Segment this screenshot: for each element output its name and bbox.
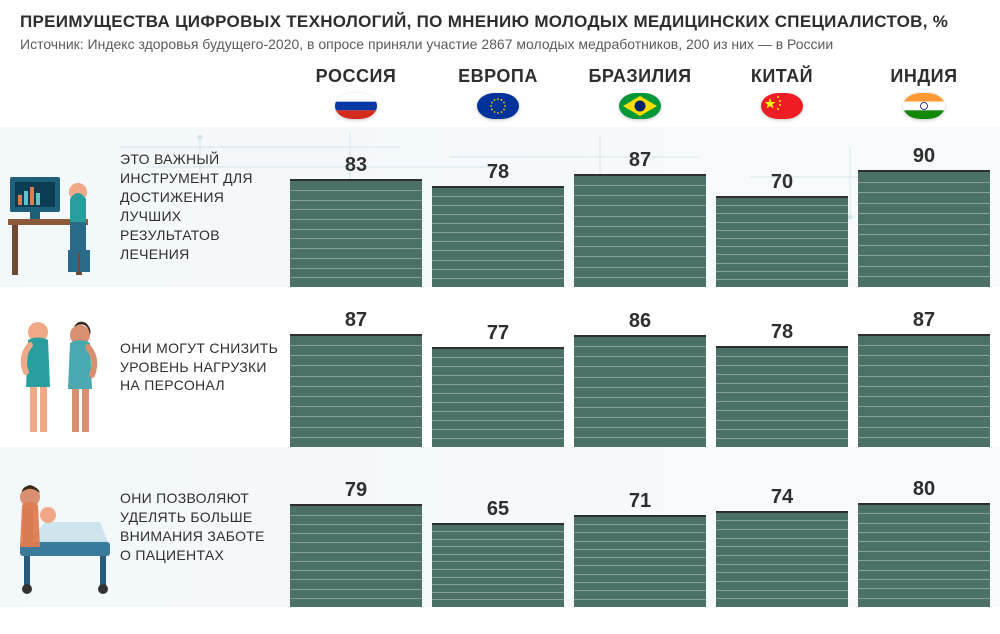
bar-cell: 78 (716, 287, 848, 447)
bar-cell: 87 (858, 287, 990, 447)
bars-group: 87 77 86 78 (290, 287, 990, 447)
bar (432, 186, 564, 287)
bar-value: 80 (913, 478, 935, 501)
bar (432, 523, 564, 608)
bar (574, 174, 706, 287)
page-title: ПРЕИМУЩЕСТВА ЦИФРОВЫХ ТЕХНОЛОГИЙ, ПО МНЕ… (20, 12, 980, 32)
bar-value: 78 (771, 321, 793, 344)
flag-china-icon (761, 93, 803, 119)
bar-cell: 70 (716, 127, 848, 287)
bar-cell: 71 (574, 447, 706, 607)
bar (574, 335, 706, 447)
chart-rows: ЭТО ВАЖНЫЙ ИНСТРУМЕНТ ДЛЯ ДОСТИЖЕНИЯ ЛУЧ… (0, 127, 1000, 607)
bar-cell: 65 (432, 447, 564, 607)
bar-value: 78 (487, 161, 509, 184)
flag-india-icon (903, 93, 945, 119)
chart-row: ЭТО ВАЖНЫЙ ИНСТРУМЕНТ ДЛЯ ДОСТИЖЕНИЯ ЛУЧ… (0, 127, 1000, 287)
bar (858, 170, 990, 287)
bar (290, 504, 422, 607)
bar-value: 79 (345, 479, 367, 502)
header: ПРЕИМУЩЕСТВА ЦИФРОВЫХ ТЕХНОЛОГИЙ, ПО МНЕ… (0, 0, 1000, 58)
columns-header: РОССИЯ ЕВРОПА БРАЗИЛИЯ КИТАЙ ИНДИЯ (0, 66, 1000, 119)
bar-value: 87 (629, 149, 651, 172)
flag-brazil-icon (619, 93, 661, 119)
bar (858, 503, 990, 607)
row-label: ОНИ ПОЗВОЛЯЮТ УДЕЛЯТЬ БОЛЬШЕ ВНИМАНИЯ ЗА… (120, 489, 280, 565)
flag-wrap (574, 93, 706, 119)
column-name: РОССИЯ (290, 66, 422, 87)
flag-wrap (432, 93, 564, 119)
bar (716, 196, 848, 287)
flag-eu-icon (477, 93, 519, 119)
column-header: ЕВРОПА (432, 66, 564, 119)
bar-cell: 83 (290, 127, 422, 287)
chart-row: ОНИ ПОЗВОЛЯЮТ УДЕЛЯТЬ БОЛЬШЕ ВНИМАНИЯ ЗА… (0, 447, 1000, 607)
bar (432, 347, 564, 447)
column-header: РОССИЯ (290, 66, 422, 119)
column-header: ИНДИЯ (858, 66, 990, 119)
bar-cell: 86 (574, 287, 706, 447)
row-illustration-icon (0, 127, 120, 287)
column-name: ИНДИЯ (858, 66, 990, 87)
bar-value: 74 (771, 486, 793, 509)
bar-value: 77 (487, 322, 509, 345)
column-name: КИТАЙ (716, 66, 848, 87)
bar-value: 70 (771, 171, 793, 194)
bar (716, 346, 848, 447)
bar-cell: 77 (432, 287, 564, 447)
row-label: ЭТО ВАЖНЫЙ ИНСТРУМЕНТ ДЛЯ ДОСТИЖЕНИЯ ЛУЧ… (120, 150, 280, 263)
bar-value: 87 (345, 309, 367, 332)
bar (574, 515, 706, 607)
column-header: КИТАЙ (716, 66, 848, 119)
column-header: БРАЗИЛИЯ (574, 66, 706, 119)
row-label: ОНИ МОГУТ СНИЗИТЬ УРОВЕНЬ НАГРУЗКИ НА ПЕ… (120, 339, 280, 396)
bars-group: 83 78 87 70 (290, 127, 990, 287)
flag-wrap (290, 93, 422, 119)
page-subtitle: Источник: Индекс здоровья будущего-2020,… (20, 36, 980, 52)
bar-cell: 80 (858, 447, 990, 607)
bar-cell: 90 (858, 127, 990, 287)
bar-value: 87 (913, 309, 935, 332)
bar-cell: 78 (432, 127, 564, 287)
bar-value: 83 (345, 154, 367, 177)
flag-russia-icon (335, 93, 377, 119)
bar (858, 334, 990, 447)
bar-value: 65 (487, 498, 509, 521)
bars-group: 79 65 71 74 (290, 447, 990, 607)
bar-cell: 87 (574, 127, 706, 287)
bar-value: 86 (629, 310, 651, 333)
column-name: ЕВРОПА (432, 66, 564, 87)
bar (290, 334, 422, 447)
row-illustration-icon (0, 447, 120, 607)
bar-cell: 87 (290, 287, 422, 447)
column-name: БРАЗИЛИЯ (574, 66, 706, 87)
bar-value: 90 (913, 145, 935, 168)
flag-wrap (858, 93, 990, 119)
bar-value: 71 (629, 490, 651, 513)
row-illustration-icon (0, 287, 120, 447)
chart-row: ОНИ МОГУТ СНИЗИТЬ УРОВЕНЬ НАГРУЗКИ НА ПЕ… (0, 287, 1000, 447)
bar (290, 179, 422, 287)
bar-cell: 74 (716, 447, 848, 607)
bar (716, 511, 848, 607)
bar-cell: 79 (290, 447, 422, 607)
flag-wrap (716, 93, 848, 119)
